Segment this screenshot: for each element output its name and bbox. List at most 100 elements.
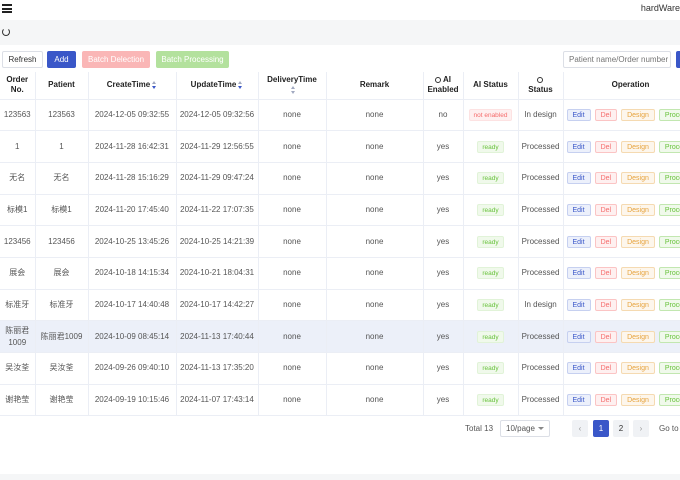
edit-button[interactable]: Edit (566, 330, 591, 343)
cell-ai-status: ready (463, 320, 519, 353)
table-row[interactable]: 标准牙 标准牙 2024-10-17 14:40:48 2024-10-17 14:4… (0, 289, 680, 322)
process-button[interactable]: Process (658, 298, 680, 311)
ai-status-badge: ready (477, 298, 504, 311)
cell-operation: EditDelDesignProcess (563, 130, 680, 163)
delete-button[interactable]: Del (594, 394, 618, 407)
cell-create-time: 2024-11-20 17:45:40 (88, 194, 177, 227)
delete-button[interactable]: Del (594, 362, 618, 375)
design-button[interactable]: Design (621, 330, 655, 343)
process-button[interactable]: Process (658, 108, 680, 121)
process-button[interactable]: Process (658, 267, 680, 280)
cell-operation: EditDelDesignProcess (563, 384, 680, 417)
page-size-select[interactable]: 10/page (500, 420, 550, 437)
cell-ai-enabled: yes (423, 162, 464, 195)
refresh-button[interactable]: Refresh (2, 51, 43, 68)
cell-create-time: 2024-09-19 10:15:46 (88, 384, 177, 417)
reload-icon[interactable] (2, 28, 10, 36)
process-button[interactable]: Process (658, 394, 680, 407)
menu-icon[interactable] (2, 4, 12, 13)
design-button[interactable]: Design (621, 235, 655, 248)
table-row[interactable]: 陈丽君1009 陈丽君1009 2024-10-09 08:45:14 2024-11… (0, 320, 680, 353)
table-row[interactable]: 1 1 2024-11-28 16:42:31 2024-11-29 12:56:55… (0, 130, 680, 163)
top-bar: hardWare (0, 0, 680, 20)
cell-operation: EditDelDesignProcess (563, 194, 680, 227)
col-update-time[interactable]: UpdateTime (176, 72, 259, 100)
sort-icon[interactable] (290, 86, 296, 95)
cell-status: Processed (518, 257, 564, 290)
design-button[interactable]: Design (621, 108, 655, 121)
delete-button[interactable]: Del (594, 108, 618, 121)
edit-button[interactable]: Edit (566, 172, 591, 185)
process-button[interactable]: Process (658, 203, 680, 216)
cell-order-no: 标模1 (0, 194, 36, 227)
cell-remark: none (326, 99, 424, 132)
design-button[interactable]: Design (621, 172, 655, 185)
edit-button[interactable]: Edit (566, 235, 591, 248)
filter-search-icon[interactable] (536, 77, 543, 84)
cell-status: Processed (518, 130, 564, 163)
cell-delivery-time: none (258, 225, 327, 258)
design-button[interactable]: Design (621, 298, 655, 311)
edit-button[interactable]: Edit (566, 267, 591, 280)
delete-button[interactable]: Del (594, 172, 618, 185)
col-status[interactable]: Status (518, 72, 564, 100)
edit-button[interactable]: Edit (566, 203, 591, 216)
ai-status-badge: not enabled (468, 108, 513, 121)
next-page-button[interactable]: › (633, 420, 649, 437)
page-2-button[interactable]: 2 (613, 420, 629, 437)
search-button[interactable] (676, 51, 680, 68)
col-operation: Operation (563, 72, 680, 100)
cell-patient: 展会 (35, 257, 89, 290)
col-create-time[interactable]: CreateTime (88, 72, 177, 100)
process-button[interactable]: Process (658, 330, 680, 343)
process-button[interactable]: Process (658, 235, 680, 248)
col-ai-enabled[interactable]: AI Enabled (423, 72, 464, 100)
cell-delivery-time: none (258, 162, 327, 195)
edit-button[interactable]: Edit (566, 362, 591, 375)
edit-button[interactable]: Edit (566, 394, 591, 407)
delete-button[interactable]: Del (594, 267, 618, 280)
table-row[interactable]: 123456 123456 2024-10-25 13:45:26 2024-10-2… (0, 225, 680, 258)
pagination: Total 13 10/page ‹ 1 2 › Go to (0, 420, 680, 438)
batch-process-button[interactable]: Batch Processing (156, 51, 229, 68)
delete-button[interactable]: Del (594, 330, 618, 343)
cell-status: In design (518, 289, 564, 322)
cell-remark: none (326, 384, 424, 417)
filter-search-icon[interactable] (435, 77, 441, 84)
design-button[interactable]: Design (621, 394, 655, 407)
edit-button[interactable]: Edit (566, 298, 591, 311)
table-row[interactable]: 谢艳莹 谢艳莹 2024-09-19 10:15:46 2024-11-07 17:4… (0, 384, 680, 417)
design-button[interactable]: Design (621, 203, 655, 216)
edit-button[interactable]: Edit (566, 108, 591, 121)
cell-delivery-time: none (258, 320, 327, 353)
table-row[interactable]: 123563 123563 2024-12-05 09:32:55 2024-12-0… (0, 99, 680, 132)
prev-page-button[interactable]: ‹ (572, 420, 588, 437)
col-delivery-time[interactable]: DeliveryTime (258, 72, 327, 100)
process-button[interactable]: Process (658, 140, 680, 153)
edit-button[interactable]: Edit (566, 140, 591, 153)
design-button[interactable]: Design (621, 267, 655, 280)
delete-button[interactable]: Del (594, 235, 618, 248)
add-button[interactable]: Add (47, 51, 76, 68)
sort-icon[interactable] (238, 81, 243, 90)
process-button[interactable]: Process (658, 362, 680, 375)
search-input[interactable] (563, 51, 671, 68)
cell-status: Processed (518, 194, 564, 227)
table-row[interactable]: 展会 展会 2024-10-18 14:15:34 2024-10-21 18:04:… (0, 257, 680, 290)
page-1-button[interactable]: 1 (593, 420, 609, 437)
sort-icon[interactable] (152, 81, 157, 90)
delete-button[interactable]: Del (594, 140, 618, 153)
table-row[interactable]: 吴汝荃 吴汝荃 2024-09-26 09:40:10 2024-11-13 17:3… (0, 352, 680, 385)
design-button[interactable]: Design (621, 140, 655, 153)
delete-button[interactable]: Del (594, 298, 618, 311)
batch-delete-button[interactable]: Batch Delection (82, 51, 150, 68)
design-button[interactable]: Design (621, 362, 655, 375)
table-header-row: Order No. Patient CreateTime UpdateTime … (0, 72, 680, 100)
table-row[interactable]: 标模1 标模1 2024-11-20 17:45:40 2024-11-22 17:0… (0, 194, 680, 227)
cell-order-no: 展会 (0, 257, 36, 290)
table-row[interactable]: 无名 无名 2024-11-28 15:16:29 2024-11-29 09:47:… (0, 162, 680, 195)
process-button[interactable]: Process (658, 172, 680, 185)
cell-update-time: 2024-10-17 14:42:27 (176, 289, 259, 322)
cell-delivery-time: none (258, 257, 327, 290)
delete-button[interactable]: Del (594, 203, 618, 216)
